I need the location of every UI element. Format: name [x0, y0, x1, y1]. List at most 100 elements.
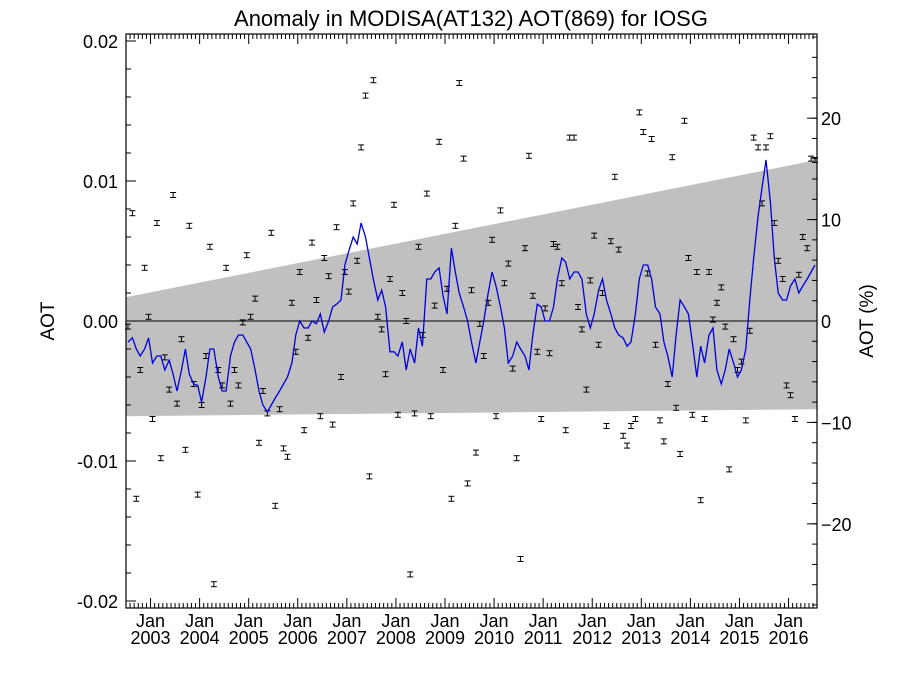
data-point [153, 220, 160, 226]
data-point [652, 341, 659, 348]
data-point [755, 144, 762, 151]
data-point [223, 264, 230, 271]
x-tick-label-year: 2004 [180, 628, 220, 648]
data-point [374, 313, 381, 320]
data-point [677, 451, 684, 457]
y-tick-label: -0.02 [77, 592, 118, 612]
data-point [767, 133, 774, 140]
data-point [550, 241, 557, 247]
data-point [538, 416, 545, 422]
data-point [656, 417, 663, 424]
data-point [452, 222, 459, 229]
data-point [345, 288, 352, 295]
data-point [166, 386, 173, 393]
y2-tick-label: 20 [821, 109, 841, 129]
data-point [362, 92, 369, 99]
x-tick-label-month: Jan [774, 611, 803, 631]
data-point [591, 232, 598, 239]
data-point [235, 382, 242, 389]
x-tick-label-month: Jan [332, 611, 361, 631]
data-point [574, 304, 581, 310]
data-point [390, 201, 397, 208]
data-point [742, 417, 749, 424]
data-point [174, 400, 181, 407]
data-point [382, 371, 389, 378]
data-point [325, 273, 332, 280]
chart-title: Anomaly in MODISA(AT132) AOT(869) for IO… [234, 6, 708, 31]
data-point [366, 473, 373, 480]
data-point [198, 402, 205, 408]
data-point [276, 406, 283, 413]
x-tick-label-month: Jan [676, 611, 705, 631]
smooth-line [127, 159, 816, 414]
data-point [607, 238, 614, 245]
x-tick-label-month: Jan [529, 611, 558, 631]
data-point [713, 299, 720, 306]
data-point [161, 354, 168, 361]
data-point [255, 439, 262, 446]
data-point [243, 252, 250, 259]
data-point [791, 416, 798, 422]
x-tick-label-year: 2005 [229, 628, 269, 648]
data-point [284, 453, 291, 460]
data-point [313, 297, 320, 303]
data-point [321, 255, 328, 261]
data-point [620, 432, 627, 439]
data-point [227, 400, 234, 407]
data-point [436, 138, 443, 145]
x-tick-label-month: Jan [283, 611, 312, 631]
data-point [525, 152, 532, 159]
data-point [509, 365, 516, 372]
data-point [669, 154, 676, 161]
data-point [730, 336, 737, 343]
y2-tick-label: −20 [821, 515, 852, 535]
data-point [783, 382, 790, 389]
data-point [660, 438, 667, 445]
data-point [133, 495, 140, 502]
data-point [750, 134, 757, 141]
data-point [562, 427, 569, 434]
x-tick-label-year: 2003 [131, 628, 171, 648]
data-point [611, 173, 618, 180]
data-point [231, 367, 238, 373]
data-point [558, 280, 565, 287]
data-point [440, 367, 447, 373]
data-point [456, 80, 463, 86]
data-point [129, 210, 136, 217]
data-point [145, 313, 152, 320]
data-point [513, 455, 520, 462]
data-point [399, 290, 406, 296]
axes: -0.02-0.010.000.010.02−20−1001020Jan2003… [77, 32, 852, 648]
data-point [296, 269, 303, 275]
data-point [493, 413, 500, 420]
y-tick-label: -0.01 [77, 452, 118, 472]
x-tick-label-month: Jan [136, 611, 165, 631]
data-point [178, 336, 185, 343]
data-point [272, 502, 279, 509]
x-tick-label-year: 2009 [425, 628, 465, 648]
data-point [407, 571, 414, 578]
data-point [627, 423, 634, 429]
data-point [804, 245, 811, 252]
data-point [411, 410, 418, 417]
data-point [394, 411, 401, 418]
data-point [206, 243, 213, 250]
data-point [387, 276, 394, 282]
data-point [697, 497, 704, 504]
data-point [664, 381, 671, 387]
data-point [182, 446, 189, 453]
data-point [583, 386, 590, 393]
data-point [194, 491, 201, 498]
data-point [726, 466, 733, 473]
data-point [333, 224, 340, 231]
data-point [288, 299, 295, 306]
data-point [252, 295, 259, 302]
data-point [624, 442, 631, 449]
data-point [186, 222, 193, 229]
data-point [648, 136, 655, 142]
x-tick-label-month: Jan [430, 611, 459, 631]
data-point [423, 190, 430, 197]
data-point [378, 326, 385, 333]
data-point [808, 155, 815, 162]
x-tick-label-month: Jan [234, 611, 263, 631]
